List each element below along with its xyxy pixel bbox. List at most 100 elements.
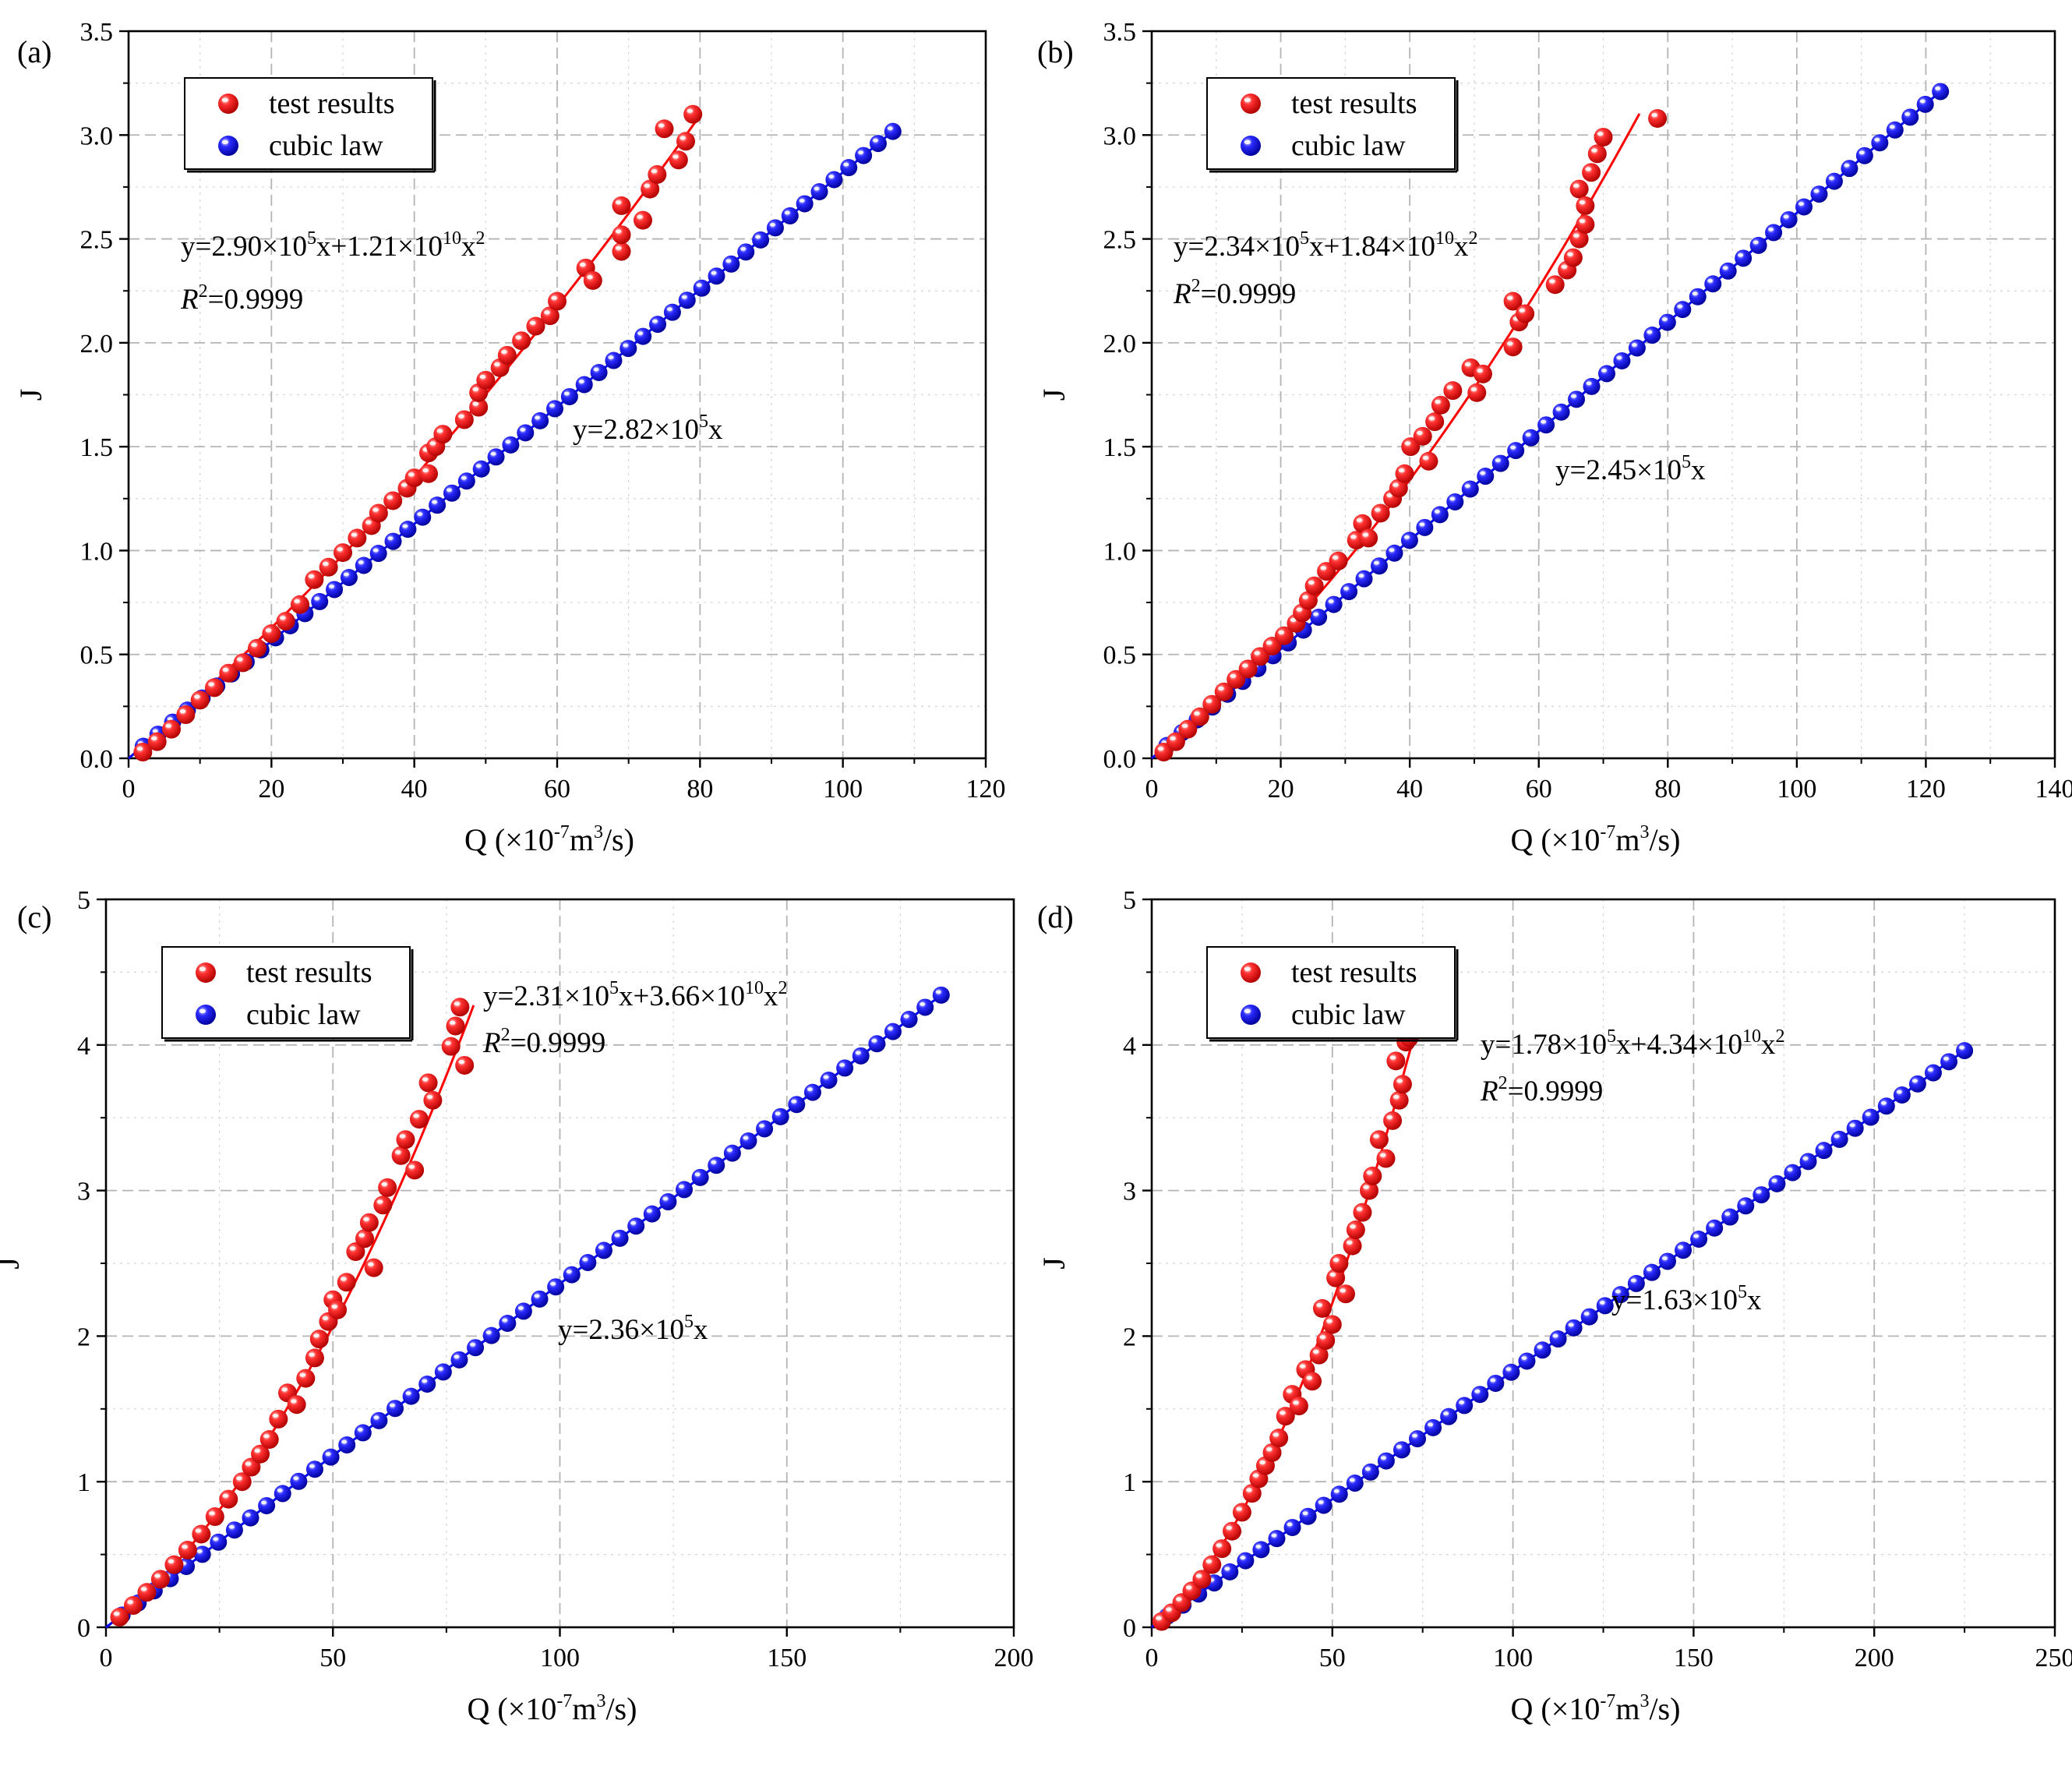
cubic-law-point <box>1675 1241 1693 1259</box>
test-results-point-highlight <box>399 1134 406 1139</box>
cubic-law-point-body <box>611 1229 629 1247</box>
cubic-law-point <box>1597 365 1615 383</box>
cubic-law-point <box>722 255 740 273</box>
cubic-law-point <box>708 267 725 285</box>
cubic-law-point-highlight <box>1464 484 1470 488</box>
cubic-law-point-body <box>1674 301 1692 319</box>
test-fit-equation-part: y=2.34×10 <box>1174 231 1300 263</box>
cubic-law-point-body <box>932 986 950 1004</box>
cubic-law-point-body <box>820 1072 838 1090</box>
test-results-point <box>176 705 196 725</box>
cubic-law-point-highlight <box>1858 150 1865 155</box>
test-results-point-body <box>1503 337 1523 357</box>
axis-ticks: 0 50 100 150 200 250 0 1 2 3 4 5 <box>1123 886 2072 1672</box>
test-results-point <box>355 1229 375 1249</box>
cubic-law-point-highlight <box>1586 381 1592 386</box>
cubic-law-point-body <box>1956 1042 1974 1060</box>
test-results-point-body <box>1413 426 1432 446</box>
x-tick-label: 60 <box>1526 775 1552 804</box>
cubic-law-point-body <box>627 1217 645 1235</box>
test-results-point-body <box>287 1395 306 1415</box>
cubic-law-point-highlight <box>1271 1533 1277 1538</box>
test-results-point <box>454 410 474 429</box>
cubic-law-point <box>869 135 887 153</box>
y-tick-label: 4 <box>77 1032 90 1061</box>
cubic-law-point-highlight <box>1443 1411 1449 1416</box>
test-results-point <box>1276 1407 1295 1426</box>
legend-cubic-marker-highlight <box>199 1008 206 1014</box>
test-results-point-highlight <box>1308 580 1315 585</box>
cubic-law-point-body <box>1704 275 1722 293</box>
test-results-point-body <box>1336 1284 1355 1304</box>
cubic-law-point-body <box>1841 160 1858 178</box>
legend-test-marker <box>218 94 238 114</box>
test-results-point-highlight <box>501 349 507 355</box>
test-results-point-body <box>1371 503 1390 523</box>
cubic-law-point <box>1522 429 1540 447</box>
test-results-point <box>1298 591 1318 610</box>
cubic-law-points <box>1159 1042 1974 1625</box>
test-results-points <box>110 998 475 1626</box>
cubic-law-point-highlight <box>1313 612 1319 616</box>
cubic-law-point <box>482 1326 500 1344</box>
cubic-law-point-body <box>1706 1219 1724 1237</box>
cubic-fit-equation-part: x <box>708 414 723 446</box>
test-results-point-highlight <box>209 1511 215 1516</box>
cubic-law-point-body <box>1537 416 1555 434</box>
test-results-point <box>205 1507 224 1527</box>
cubic-law-point-body <box>1315 1496 1333 1514</box>
cubic-law-point-highlight <box>454 1355 460 1359</box>
test-results-point-highlight <box>331 1304 338 1309</box>
cubic-law-point-highlight <box>1874 137 1880 142</box>
test-results-point-body <box>378 1178 397 1197</box>
cubic-law-point <box>852 1047 870 1065</box>
cubic-law-point-highlight <box>725 259 732 263</box>
cubic-law-point <box>1780 210 1798 228</box>
cubic-law-point-body <box>225 1521 243 1539</box>
cubic-law-point-highlight <box>1661 317 1668 322</box>
cubic-law-point <box>1855 147 1873 164</box>
cubic-law-point-highlight <box>1459 1400 1465 1404</box>
test-results-point <box>137 1583 157 1602</box>
test-results-point <box>409 1110 429 1129</box>
y-tick-label: 2 <box>1123 1323 1136 1351</box>
test-results-point <box>1303 1372 1322 1391</box>
test-results-point-body <box>305 570 324 589</box>
cubic-law-point-highlight <box>1428 1422 1434 1427</box>
test-results-point-highlight <box>1435 399 1441 404</box>
r-squared-part: R <box>482 1027 501 1059</box>
y-axis-title: J <box>1036 389 1071 401</box>
test-results-point-body <box>409 1110 429 1129</box>
cubic-law-point-highlight <box>755 235 761 239</box>
cubic-law-point-body <box>1932 83 1950 101</box>
cubic-law-point-body <box>1549 1330 1567 1348</box>
r-squared: R2=0.9999 <box>1173 276 1296 310</box>
test-results-point <box>648 164 667 184</box>
test-results-point-body <box>1369 1130 1389 1150</box>
x-axis-title: Q (×10-7m3/s) <box>1511 822 1681 857</box>
cubic-law-point-body <box>1784 1164 1802 1181</box>
test-results-point-highlight <box>1272 1432 1280 1437</box>
x-tick-label: 150 <box>767 1644 807 1672</box>
cubic-law-point <box>1611 1286 1629 1304</box>
cubic-law-point-highlight <box>325 1452 331 1457</box>
test-results-point-highlight <box>1218 686 1224 691</box>
cubic-law-point <box>1643 327 1661 344</box>
cubic-law-point-highlight <box>1403 535 1410 539</box>
cubic-law-point-body <box>326 581 344 599</box>
cubic-law-point-body <box>1846 1119 1864 1137</box>
cubic-law-point-body <box>1643 327 1661 344</box>
cubic-law-point-highlight <box>1834 1134 1840 1139</box>
test-results-point <box>1503 291 1523 311</box>
test-fit-equation-sup: 10 <box>1435 228 1454 249</box>
cubic-law-point-body <box>311 592 329 610</box>
cubic-law-point-body <box>1507 442 1525 460</box>
cubic-law-point-body <box>643 1205 661 1223</box>
axis-ticks: 0 20 40 60 80 100 120 0.0 0.5 1.0 1.5 2.0 2.5 3.0 3.5 <box>80 18 1006 804</box>
test-results-point-highlight <box>1519 308 1526 313</box>
y-tick-label: 0.5 <box>1103 641 1137 670</box>
test-results-point-highlight <box>1573 183 1580 188</box>
cubic-law-point-highlight <box>329 585 335 588</box>
cubic-law-point-highlight <box>1537 1344 1543 1349</box>
cubic-law-point <box>1502 1363 1520 1381</box>
